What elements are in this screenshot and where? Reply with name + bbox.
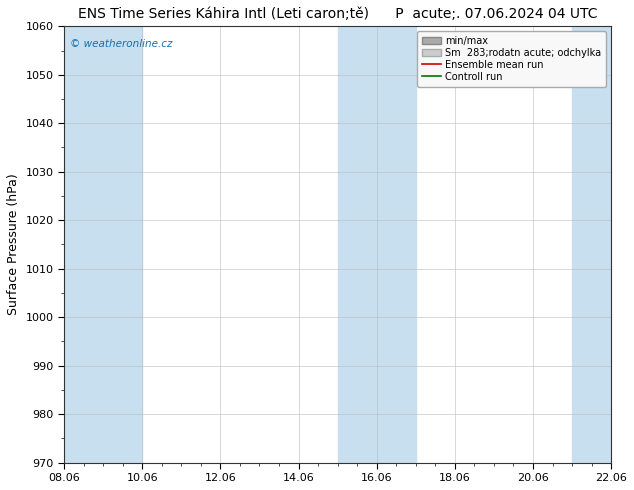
Legend: min/max, Sm  283;rodatn acute; odchylka, Ensemble mean run, Controll run: min/max, Sm 283;rodatn acute; odchylka, … [417, 31, 606, 87]
Bar [572, 26, 611, 463]
Bar [337, 26, 416, 463]
Bar [64, 26, 142, 463]
Y-axis label: Surface Pressure (hPa): Surface Pressure (hPa) [7, 173, 20, 316]
Title: ENS Time Series Káhira Intl (Leti caron;tě)      P  acute;. 07.06.2024 04 UTC: ENS Time Series Káhira Intl (Leti caron;… [78, 7, 597, 21]
Text: © weatheronline.cz: © weatheronline.cz [70, 39, 172, 49]
